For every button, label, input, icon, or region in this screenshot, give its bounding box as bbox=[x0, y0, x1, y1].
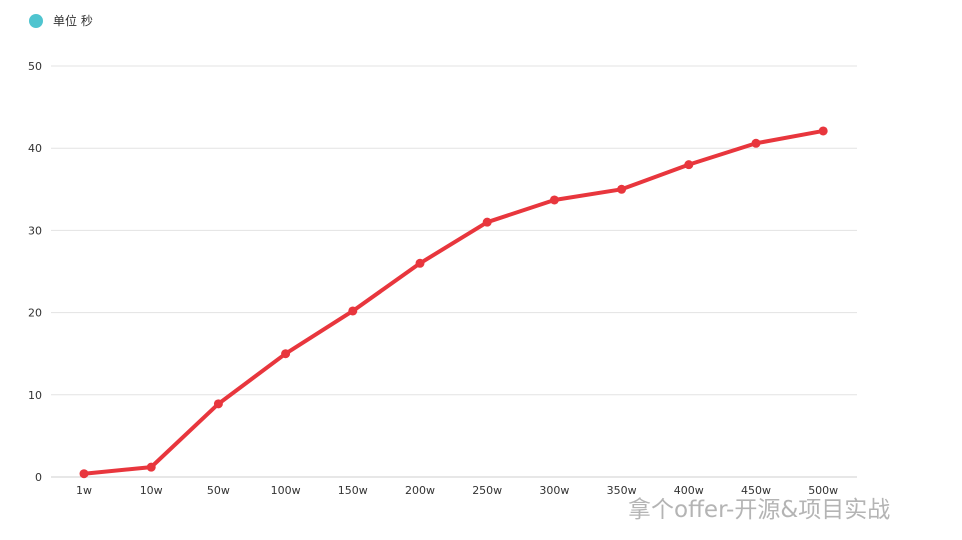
x-tick-label: 50w bbox=[207, 484, 230, 497]
x-tick-label: 500w bbox=[808, 484, 838, 497]
y-tick-label: 30 bbox=[28, 224, 42, 237]
y-tick-label: 20 bbox=[28, 307, 42, 320]
data-point bbox=[415, 258, 425, 268]
data-point bbox=[213, 399, 223, 409]
data-point bbox=[751, 138, 761, 148]
chart-legend: 单位 秒 bbox=[29, 12, 93, 29]
x-tick-label: 300w bbox=[539, 484, 569, 497]
legend-label: 单位 秒 bbox=[53, 14, 93, 28]
y-tick-label: 50 bbox=[28, 60, 42, 73]
legend-marker bbox=[29, 13, 43, 28]
data-point bbox=[281, 349, 291, 359]
x-tick-label: 250w bbox=[472, 484, 502, 497]
data-point bbox=[549, 195, 559, 205]
x-tick-label: 350w bbox=[607, 484, 637, 497]
data-point bbox=[684, 160, 694, 170]
x-tick-label: 200w bbox=[405, 484, 435, 497]
x-tick-label: 400w bbox=[674, 484, 704, 497]
x-tick-label: 150w bbox=[338, 484, 368, 497]
data-point bbox=[146, 462, 156, 472]
y-tick-label: 10 bbox=[28, 389, 42, 402]
data-point bbox=[818, 126, 828, 136]
x-tick-label: 1w bbox=[76, 484, 92, 497]
data-point bbox=[482, 217, 492, 227]
y-tick-label: 40 bbox=[28, 142, 42, 155]
x-tick-label: 450w bbox=[741, 484, 771, 497]
x-tick-label: 100w bbox=[271, 484, 301, 497]
watermark-text: 拿个offer-开源&项目实战 bbox=[628, 497, 891, 523]
series-line bbox=[82, 128, 826, 476]
x-tick-label: 10w bbox=[140, 484, 163, 497]
data-point bbox=[617, 184, 627, 194]
data-point bbox=[79, 469, 89, 479]
data-point bbox=[348, 306, 358, 316]
y-tick-label: 0 bbox=[35, 471, 42, 484]
